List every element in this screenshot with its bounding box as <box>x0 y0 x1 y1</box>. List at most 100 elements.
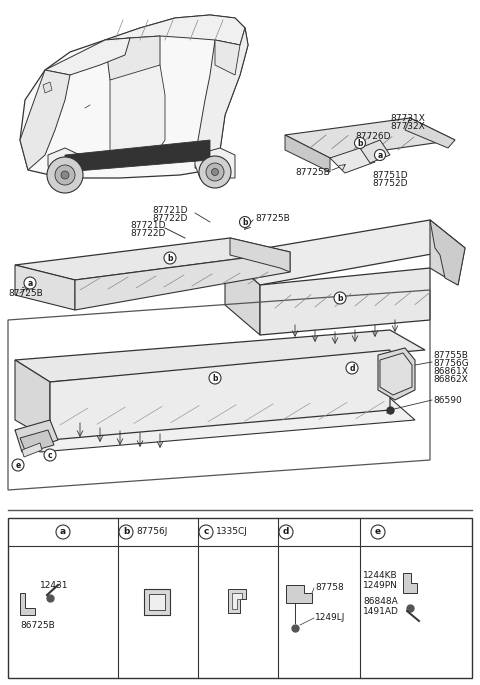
Polygon shape <box>110 65 165 155</box>
Text: 86725B: 86725B <box>20 621 55 630</box>
Polygon shape <box>43 82 52 93</box>
Polygon shape <box>360 140 390 163</box>
Circle shape <box>164 252 176 264</box>
Text: 87756J: 87756J <box>136 527 168 536</box>
Text: d: d <box>283 527 289 536</box>
Polygon shape <box>20 593 35 615</box>
Polygon shape <box>50 350 390 440</box>
Polygon shape <box>20 70 70 170</box>
Text: 87725B: 87725B <box>295 168 330 177</box>
Polygon shape <box>195 148 235 178</box>
Polygon shape <box>285 135 330 172</box>
Polygon shape <box>15 398 415 452</box>
Text: 1249LJ: 1249LJ <box>315 614 346 623</box>
Circle shape <box>55 165 75 185</box>
Bar <box>144 589 170 615</box>
Text: c: c <box>48 451 52 460</box>
Polygon shape <box>48 148 80 178</box>
Polygon shape <box>20 430 54 453</box>
Text: 87725B: 87725B <box>8 288 43 297</box>
Circle shape <box>374 149 385 160</box>
Text: 87721D: 87721D <box>152 206 188 214</box>
Circle shape <box>199 525 213 539</box>
Text: d: d <box>349 364 355 373</box>
Polygon shape <box>75 252 290 310</box>
Circle shape <box>119 525 133 539</box>
Circle shape <box>24 277 36 289</box>
Text: b: b <box>242 218 248 227</box>
Polygon shape <box>232 593 242 609</box>
Polygon shape <box>380 353 412 395</box>
Text: 87725B: 87725B <box>255 214 290 223</box>
Circle shape <box>47 157 83 193</box>
Circle shape <box>212 169 218 175</box>
Circle shape <box>199 156 231 188</box>
Polygon shape <box>105 15 245 45</box>
Polygon shape <box>65 140 210 172</box>
Polygon shape <box>45 38 130 75</box>
Polygon shape <box>22 443 42 457</box>
Text: a: a <box>27 279 33 288</box>
Circle shape <box>56 525 70 539</box>
Polygon shape <box>285 118 455 158</box>
Polygon shape <box>286 585 312 603</box>
Text: 87731X: 87731X <box>390 114 425 123</box>
Polygon shape <box>228 589 246 613</box>
Polygon shape <box>105 36 160 80</box>
Text: 87758: 87758 <box>315 584 344 593</box>
Text: 1244KB: 1244KB <box>363 571 397 580</box>
Text: b: b <box>357 138 363 147</box>
Polygon shape <box>225 255 260 335</box>
Polygon shape <box>20 15 248 178</box>
Text: b: b <box>337 293 343 303</box>
Text: 87722D: 87722D <box>130 229 166 238</box>
Polygon shape <box>15 330 425 382</box>
Text: 86862X: 86862X <box>433 375 468 384</box>
Text: e: e <box>15 460 21 469</box>
Polygon shape <box>230 238 290 272</box>
Circle shape <box>240 216 251 227</box>
Polygon shape <box>430 220 465 285</box>
Text: 86590: 86590 <box>433 395 462 405</box>
Text: e: e <box>375 527 381 536</box>
Text: b: b <box>123 527 129 536</box>
Polygon shape <box>15 265 75 310</box>
Text: 87726D: 87726D <box>355 132 391 140</box>
Circle shape <box>12 459 24 471</box>
Text: c: c <box>204 527 209 536</box>
Circle shape <box>209 372 221 384</box>
Polygon shape <box>405 118 455 148</box>
Text: 86848A: 86848A <box>363 597 398 606</box>
Polygon shape <box>15 238 290 280</box>
Polygon shape <box>430 220 465 285</box>
Text: 87721D: 87721D <box>130 221 166 229</box>
Text: 1491AD: 1491AD <box>363 606 399 616</box>
Polygon shape <box>15 420 58 452</box>
Polygon shape <box>378 348 415 400</box>
Polygon shape <box>215 40 240 75</box>
Text: b: b <box>167 253 173 262</box>
Text: 87732X: 87732X <box>390 121 425 131</box>
Polygon shape <box>195 28 248 170</box>
Circle shape <box>346 362 358 374</box>
Polygon shape <box>260 268 430 335</box>
Bar <box>149 594 165 610</box>
Text: b: b <box>212 373 218 382</box>
Polygon shape <box>225 220 465 285</box>
Text: 87756G: 87756G <box>433 358 469 367</box>
Circle shape <box>61 171 69 179</box>
Text: 12431: 12431 <box>40 580 69 590</box>
Text: a: a <box>60 527 66 536</box>
Text: 86861X: 86861X <box>433 366 468 375</box>
Circle shape <box>371 525 385 539</box>
Polygon shape <box>403 573 417 593</box>
Bar <box>8 518 472 678</box>
Text: 1335CJ: 1335CJ <box>216 527 248 536</box>
Circle shape <box>206 163 224 181</box>
Text: 87751D: 87751D <box>372 171 408 179</box>
Text: 87752D: 87752D <box>372 179 408 188</box>
Text: 87755B: 87755B <box>433 351 468 360</box>
Circle shape <box>44 449 56 461</box>
Circle shape <box>334 292 346 304</box>
Text: 87722D: 87722D <box>152 214 188 223</box>
